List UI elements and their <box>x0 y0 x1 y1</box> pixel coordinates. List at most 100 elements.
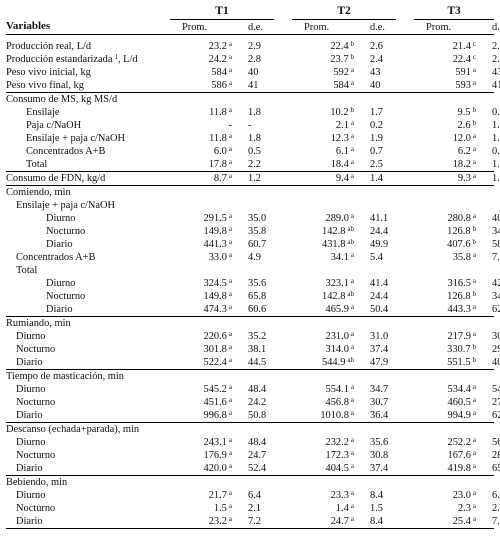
mean-cell: 593 a <box>414 79 478 93</box>
column-gap <box>396 119 414 132</box>
sd-cell: 43 <box>478 66 500 79</box>
column-gap <box>396 264 414 277</box>
significance-letter: a <box>228 145 232 153</box>
row-label: Total <box>6 264 170 277</box>
sd-cell <box>356 92 397 106</box>
mean-value: 24.2 <box>208 54 227 65</box>
mean-cell: 220.6 a <box>170 330 234 343</box>
row-label-text: Diurno <box>46 278 76 289</box>
table-row: Producción real, L/d 23.2 a 2.9 22.4 b 2.6 21.4… <box>6 40 500 53</box>
sd-cell: 1.2 <box>234 171 275 186</box>
row-label: Tiempo de masticación, min <box>6 369 170 383</box>
mean-cell <box>414 369 479 383</box>
table-row: Total <box>6 264 494 277</box>
column-gap <box>274 489 292 502</box>
column-gap <box>396 449 414 462</box>
row-label-text: Nocturno <box>16 344 56 355</box>
significance-letter: a <box>350 515 355 523</box>
mean-value: 220.6 <box>203 331 227 342</box>
sd-value: 7.8 <box>492 516 500 527</box>
mean-value: 252.2 <box>447 437 471 448</box>
mean-cell <box>292 92 357 106</box>
sd-cell: 0.9 <box>478 106 500 119</box>
mean-cell <box>414 475 479 489</box>
mean-value: 441.3 <box>203 239 227 250</box>
sd-cell: 54.5 <box>478 383 500 396</box>
row-label: Producción estandarizada 1, L/d <box>6 53 170 66</box>
table-row: Descanso (echada+parada), min <box>6 422 495 436</box>
mean-value: 301.8 <box>203 344 227 355</box>
mean-cell: 149.8 a <box>170 225 234 238</box>
sd-cell: 34.7 <box>356 383 396 396</box>
column-gap <box>274 475 293 489</box>
row-label-text: Producción estandarizada <box>6 54 113 65</box>
mean-value: 420.0 <box>203 463 227 474</box>
row-label-text: Diurno <box>16 437 46 448</box>
row-label-text: Diurno <box>16 490 46 501</box>
sd-cell: 30.7 <box>356 396 396 409</box>
group-header-t3: T3 <box>414 4 495 20</box>
sd-cell: 50.4 <box>356 303 396 317</box>
sd-cell: 41.4 <box>356 277 396 290</box>
sd-cell: 48.4 <box>234 436 274 449</box>
sd-cell: 1.9 <box>356 132 396 145</box>
mean-cell: - <box>170 119 234 132</box>
sd-cell <box>356 199 396 212</box>
sd-cell: 44.5 <box>234 356 274 370</box>
mean-value: 23.7 <box>330 54 349 65</box>
mean-value: 21.7 <box>208 490 227 501</box>
mean-value: 289.0 <box>325 213 349 224</box>
mean-cell: 316.5 a <box>414 277 478 290</box>
significance-letter: a <box>472 449 477 457</box>
row-label-text: Concentrados A+B <box>16 252 96 263</box>
mean-cell: 314.0 a <box>292 343 356 356</box>
sd-value: 1.9 <box>370 133 384 144</box>
mean-cell: 18.4 a <box>292 158 356 172</box>
mean-value: 21.4 <box>452 41 471 52</box>
mean-cell <box>292 369 357 383</box>
mean-cell: 465.9 a <box>292 303 356 317</box>
sd-value: 30.5 <box>492 331 500 342</box>
row-label: Producción real, L/d <box>6 40 170 53</box>
row-label: Diario <box>6 238 170 251</box>
mean-cell: 551.5 b <box>414 356 478 370</box>
row-label: Descanso (echada+parada), min <box>6 422 170 436</box>
mean-cell: 323.1 a <box>292 277 356 290</box>
mean-cell: 2.6 b <box>414 119 478 132</box>
mean-cell <box>170 185 234 199</box>
mean-value: 1.5 <box>213 503 227 514</box>
mean-value: 544.9 <box>322 357 346 368</box>
sd-cell: 8.4 <box>356 489 396 502</box>
row-label-text: Tiempo de masticación, min <box>6 371 124 382</box>
sd-value: 6.9 <box>492 490 500 501</box>
mean-cell: 6.0 a <box>170 145 234 158</box>
column-gap <box>396 40 414 53</box>
sd-cell: 43 <box>356 66 396 79</box>
sd-value: 0.2 <box>370 120 384 131</box>
column-gap <box>396 251 414 264</box>
mean-cell: 9.5 b <box>414 106 478 119</box>
mean-cell: 21.7 a <box>170 489 234 502</box>
mean-cell: 142.8 ab <box>292 225 356 238</box>
significance-letter: a <box>350 145 355 153</box>
mean-cell: 419.8 a <box>414 462 478 476</box>
sd-value: 6.4 <box>248 490 261 501</box>
mean-value: 592 <box>333 67 349 78</box>
column-gap <box>396 277 414 290</box>
mean-value: 23.2 <box>208 41 227 52</box>
mean-cell <box>292 185 357 199</box>
mean-value: 554.1 <box>325 384 349 395</box>
mean-cell: 1.4 a <box>292 502 356 515</box>
significance-letter: b <box>350 106 355 114</box>
sd-value: 41.4 <box>370 278 389 289</box>
column-gap <box>274 502 292 515</box>
significance-letter: a <box>350 383 355 391</box>
mean-value: 176.9 <box>203 450 227 461</box>
sd-value: 40.8 <box>492 213 500 224</box>
sd-header: d.e. <box>356 19 397 35</box>
table-row: Tiempo de masticación, min <box>6 369 495 383</box>
significance-letter: a <box>228 449 232 457</box>
mean-value: 316.5 <box>447 278 471 289</box>
mean-cell <box>170 316 234 330</box>
row-label-text: Diario <box>16 463 43 474</box>
